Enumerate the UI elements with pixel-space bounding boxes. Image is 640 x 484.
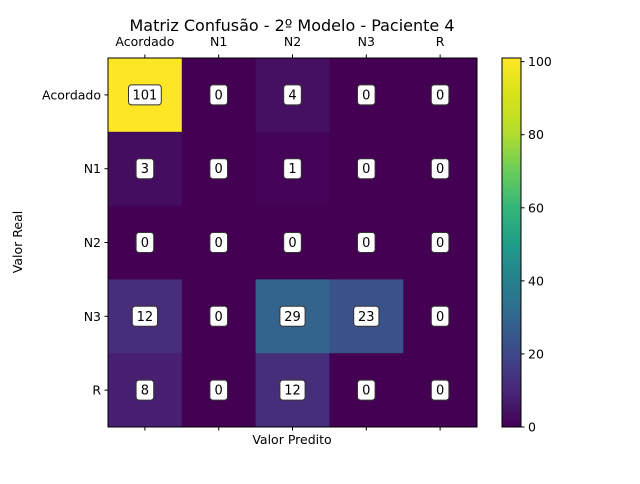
y-tick-label: N2 [84, 235, 101, 250]
cell-label-box [135, 158, 155, 180]
cell-value-label: 0 [436, 162, 444, 177]
x-tick-label: N2 [284, 34, 301, 49]
cell-value-label: 0 [436, 236, 444, 251]
cell-label-box [128, 84, 162, 106]
colorbar-tick-label: 0 [528, 420, 536, 435]
cell-value-label: 101 [132, 88, 157, 103]
colorbar-ticks: 0 20 40 60 80 100 [521, 54, 552, 435]
cell-label-box [283, 84, 302, 106]
cell-label-box [430, 232, 450, 253]
cell-value-label: 0 [288, 236, 296, 251]
chart-title: Matriz Confusão - 2º Modelo - Paciente 4 [129, 16, 454, 35]
x-tick-label: Acordado [115, 34, 174, 49]
cell-label-box [283, 232, 302, 253]
cell-label-box [283, 158, 302, 180]
cell-value-label: 8 [141, 384, 149, 399]
cell-label-box [209, 84, 228, 106]
x-tick-labels: Acordado N1 N2 N3 R [115, 34, 445, 431]
colorbar-tick-label: 100 [528, 54, 552, 69]
cell-label-box [357, 84, 376, 106]
cell-label-box [209, 158, 228, 180]
colorbar-tick-label: 40 [528, 273, 544, 288]
cell-label-box [135, 232, 155, 253]
cell-value-label: 0 [215, 162, 223, 177]
cell-value-label: 0 [215, 88, 223, 103]
cell-labels: 101 0 4 0 0 3 0 1 0 0 0 0 0 0 0 12 0 29 23 0 8 0 12 0 0 [128, 84, 450, 401]
cell-label-box [353, 305, 380, 327]
y-tick-label: N1 [84, 161, 101, 176]
x-axis-label: Valor Predito [252, 432, 331, 447]
cell-value-label: 0 [362, 88, 370, 103]
cell-value-label: 12 [284, 384, 301, 399]
cell-value-label: 23 [358, 310, 375, 325]
cell-value-label: 0 [215, 310, 223, 325]
cell-label-box [357, 379, 376, 401]
cell-label-box [357, 232, 376, 253]
colorbar-tick-label: 20 [528, 346, 544, 361]
colorbar-tick-label: 60 [528, 200, 544, 215]
x-tick-label: R [436, 34, 445, 49]
cell-label-box [357, 158, 376, 180]
cell-label-box [430, 305, 450, 327]
cell-value-label: 29 [284, 310, 301, 325]
cell-label-box [135, 379, 155, 401]
cell-value-label: 0 [362, 162, 370, 177]
y-tick-label: N3 [84, 309, 101, 324]
colorbar-tick-label: 80 [528, 127, 544, 142]
y-tick-label: R [92, 383, 101, 398]
cell-value-label: 12 [137, 310, 154, 325]
cell-label-box [279, 305, 306, 327]
cell-value-label: 0 [436, 384, 444, 399]
cell-label-box [430, 379, 450, 401]
cell-value-label: 0 [362, 236, 370, 251]
x-tick-label: N1 [210, 34, 227, 49]
cell-label-box [279, 379, 306, 401]
cell-value-label: 4 [288, 88, 296, 103]
cell-label-box [430, 158, 450, 180]
cell-label-box [430, 84, 450, 106]
cell-value-label: 0 [215, 236, 223, 251]
cell-value-label: 0 [215, 384, 223, 399]
cell-value-label: 0 [436, 310, 444, 325]
cell-value-label: 0 [436, 88, 444, 103]
cell-label-box [209, 305, 228, 327]
x-tick-label: N3 [358, 34, 375, 49]
y-axis-label: Valor Real [10, 211, 25, 273]
cell-value-label: 0 [141, 236, 149, 251]
cell-value-label: 1 [288, 162, 296, 177]
y-tick-label: Acordado [42, 87, 101, 102]
cell-value-label: 3 [141, 162, 149, 177]
colorbar [501, 57, 522, 428]
y-tick-labels: Acordado N1 N2 N3 R [42, 87, 108, 398]
cell-value-label: 0 [362, 384, 370, 399]
heatmap-cells [108, 58, 478, 428]
cell-label-box [209, 232, 228, 253]
cell-label-box [209, 379, 228, 401]
cell-label-box [131, 305, 159, 327]
